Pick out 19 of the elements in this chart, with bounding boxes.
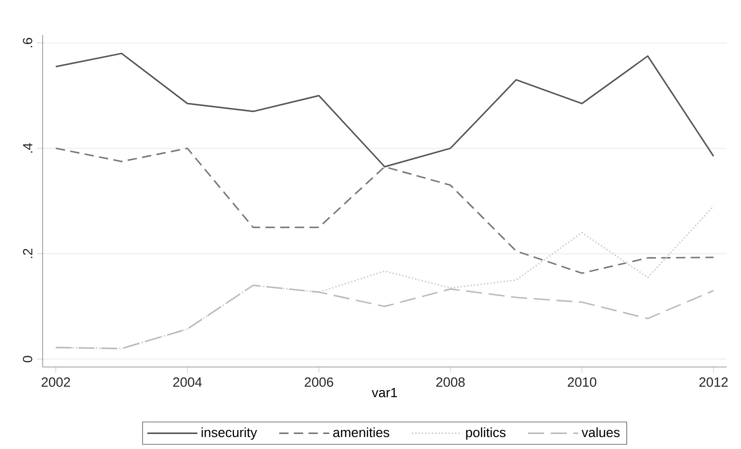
y-tick-label: .4	[23, 143, 32, 153]
x-tick-label: 2004	[173, 377, 202, 387]
x-tick-label: 2012	[699, 377, 728, 387]
legend-label: amenities	[333, 427, 390, 438]
legend-label: values	[582, 427, 620, 438]
legend-label: insecurity	[202, 427, 258, 440]
legend-label: politics	[466, 427, 506, 440]
line-series	[55, 52, 714, 168]
y-tick-label: 0	[22, 356, 32, 362]
x-tick-label: 2010	[568, 377, 596, 387]
line-series	[55, 284, 714, 350]
y-tick-label: .6	[22, 38, 32, 48]
y-tick-label: .2	[22, 248, 32, 258]
line-series	[55, 206, 714, 350]
x-axis-title: var1	[372, 388, 397, 398]
x-tick-label: 2008	[436, 377, 465, 387]
x-tick-label: 2006	[304, 377, 334, 387]
x-tick-label: 2002	[42, 377, 70, 387]
line-series	[55, 148, 714, 274]
